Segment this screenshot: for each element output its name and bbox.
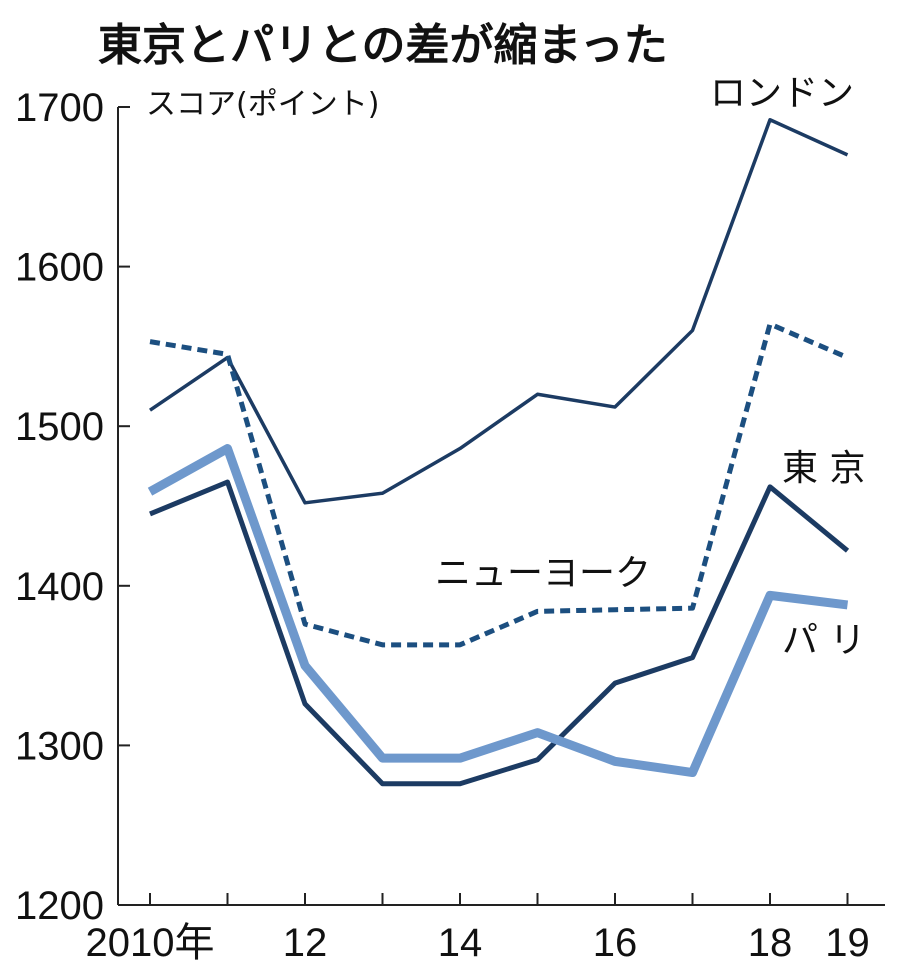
x-tick-label: 19 <box>825 921 870 965</box>
series-line-0 <box>149 118 849 505</box>
series-label-1: ニューヨーク <box>435 553 651 594</box>
chart-title: 東京とパリとの差が縮まった <box>98 20 668 71</box>
y-axis-unit-label: スコア(ポイント) <box>146 87 379 122</box>
series-label-0: ロンドン <box>710 73 854 114</box>
series-line-1 <box>149 321 849 648</box>
x-tick-label: 16 <box>593 921 638 965</box>
y-tick-label: 1700 <box>15 86 104 130</box>
y-tick-label: 1200 <box>15 884 104 928</box>
series-label-2: 東 京 <box>782 448 865 489</box>
y-tick-label: 1600 <box>15 246 104 290</box>
x-tick-label: 12 <box>283 921 328 965</box>
x-tick-label: 2010年 <box>86 921 215 965</box>
series-line-2 <box>149 479 850 787</box>
series-layer <box>147 118 850 787</box>
axes: 1200 1300 1400 1500 1600 1700 2010年 12 14 16 18 19 <box>15 86 885 965</box>
series-label-3: パ リ <box>782 620 865 661</box>
x-tick-label: 18 <box>748 921 793 965</box>
y-tick-label: 1500 <box>15 405 104 449</box>
y-tick-label: 1300 <box>15 724 104 768</box>
series-line-3 <box>147 444 849 778</box>
y-tick-label: 1400 <box>15 565 104 609</box>
x-tick-label: 14 <box>438 921 483 965</box>
